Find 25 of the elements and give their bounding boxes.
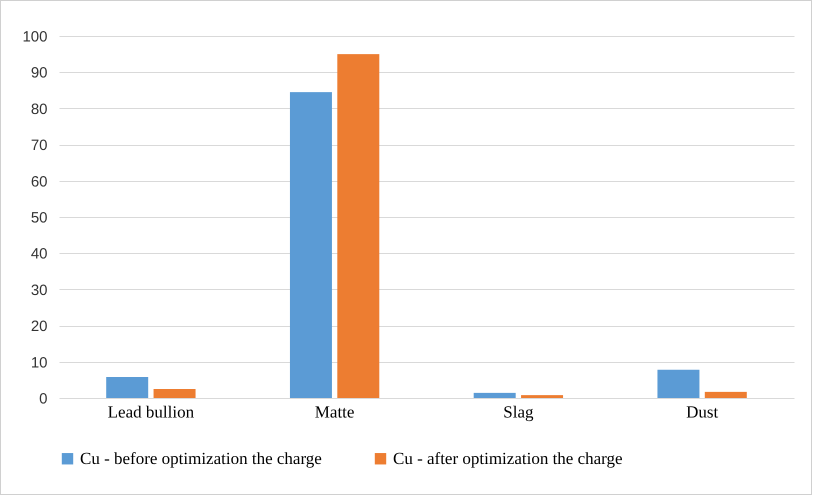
y-tick-label: 10: [30, 354, 48, 372]
x-tick-label: Lead bullion: [108, 402, 195, 422]
bar: [337, 54, 380, 398]
y-tick-label: 30: [30, 282, 48, 299]
bar: [704, 392, 747, 398]
x-tick-label: Matte: [314, 402, 354, 422]
bar: [521, 395, 564, 398]
bar: [106, 377, 148, 398]
y-tick-label: 60: [30, 173, 48, 190]
bar: [474, 392, 516, 398]
bar: [290, 92, 332, 398]
legend-label: Cu - before optimization the charge: [80, 448, 322, 468]
y-tick-label: 80: [30, 100, 48, 118]
x-tick-label: Dust: [686, 402, 718, 422]
y-tick-label: 20: [30, 318, 48, 336]
y-tick-label: 70: [30, 137, 48, 154]
bar: [154, 388, 196, 398]
y-tick-label: 50: [30, 210, 48, 226]
y-tick-label: 40: [30, 246, 48, 263]
bar: [657, 370, 700, 398]
y-tick-label: 100: [22, 28, 48, 46]
legend-label: Cu - after optimization the charge: [393, 448, 623, 468]
y-tick-label: 90: [30, 64, 48, 82]
x-tick-label: Slag: [503, 402, 534, 422]
y-tick-label: 0: [39, 390, 48, 408]
